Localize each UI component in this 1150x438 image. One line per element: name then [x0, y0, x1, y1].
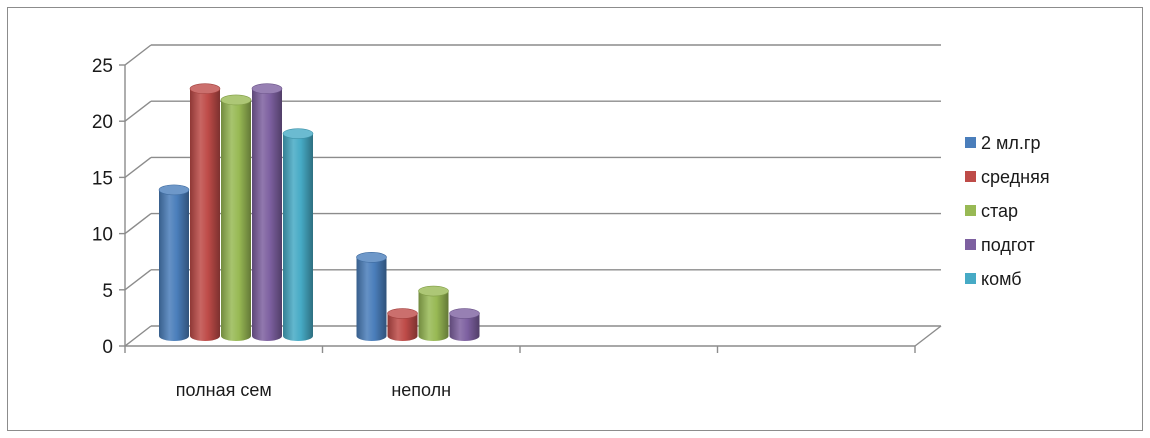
- legend-swatch: [965, 171, 976, 182]
- gridline-side: [124, 44, 152, 66]
- y-tick-label: 0: [102, 337, 113, 358]
- gridlines: [124, 44, 942, 347]
- legend-label: подгот: [981, 235, 1035, 255]
- legend: 2 мл.гр средняя стар подгот комб: [965, 133, 1050, 289]
- bar: [220, 94, 252, 341]
- gridline-side: [124, 100, 152, 122]
- legend-label: средняя: [981, 167, 1050, 187]
- legend-label: комб: [981, 269, 1022, 289]
- y-tick-label: 15: [92, 168, 113, 189]
- y-tick-label: 10: [92, 225, 113, 246]
- axis-labels: 0 5 10 15 20 25 полная сем неполн: [92, 56, 451, 400]
- bar: [449, 308, 480, 342]
- y-tick-label: 25: [92, 56, 113, 77]
- bar: [282, 128, 314, 341]
- legend-swatch: [965, 137, 976, 148]
- bar: [251, 83, 283, 341]
- bar: [356, 252, 387, 342]
- bar: [158, 184, 190, 341]
- x-tick-label: неполн: [391, 380, 451, 400]
- legend-label: 2 мл.гр: [981, 133, 1040, 153]
- legend-swatch: [965, 205, 976, 216]
- y-tick-label: 20: [92, 112, 113, 133]
- legend-label: стар: [981, 201, 1018, 221]
- gridline-side: [124, 213, 152, 235]
- side-wall: [125, 45, 151, 346]
- legend-swatch: [965, 239, 976, 250]
- floor-edge: [914, 325, 942, 347]
- gridline-side: [124, 325, 152, 347]
- bar: [387, 308, 418, 342]
- gridline-side: [124, 156, 152, 178]
- bars: [158, 83, 480, 342]
- chart-walls: [125, 45, 151, 346]
- x-tick-label: полная сем: [176, 380, 272, 400]
- bar: [418, 285, 449, 342]
- y-tick-label: 5: [102, 281, 113, 302]
- bar: [189, 83, 221, 341]
- axes: [119, 64, 916, 353]
- legend-swatch: [965, 273, 976, 284]
- gridline-side: [124, 269, 152, 291]
